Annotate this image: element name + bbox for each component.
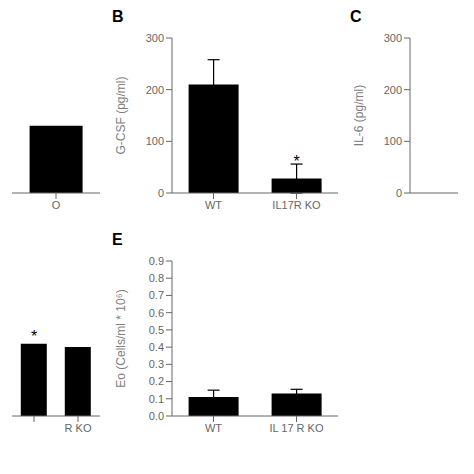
svg-text:200: 200 <box>146 84 164 96</box>
svg-text:0.7: 0.7 <box>149 289 164 301</box>
svg-text:0.0: 0.0 <box>149 410 164 422</box>
svg-text:G-CSF (pg/ml): G-CSF (pg/ml) <box>114 76 128 154</box>
svg-text:0.1: 0.1 <box>149 393 164 405</box>
svg-text:300: 300 <box>146 32 164 44</box>
svg-text:*: * <box>31 328 37 345</box>
svg-text:0.4: 0.4 <box>149 341 164 353</box>
svg-text:0.8: 0.8 <box>149 272 164 284</box>
svg-text:0.5: 0.5 <box>149 324 164 336</box>
svg-text:IL 17 R KO: IL 17 R KO <box>269 422 323 434</box>
svg-text:200: 200 <box>384 84 402 96</box>
svg-text:IL-6 (pg/ml): IL-6 (pg/ml) <box>352 85 366 146</box>
html-text:B: B <box>112 8 124 25</box>
svg-text:0: 0 <box>396 187 402 199</box>
svg-text:O: O <box>52 199 61 211</box>
svg-text:IL17R KO: IL17R KO <box>272 199 321 211</box>
svg-text:0.3: 0.3 <box>149 358 164 370</box>
svg-text:0.2: 0.2 <box>149 375 164 387</box>
svg-text:WT: WT <box>205 199 222 211</box>
svg-text:0.6: 0.6 <box>149 307 164 319</box>
svg-text:100: 100 <box>384 135 402 147</box>
svg-text:300: 300 <box>384 32 402 44</box>
svg-text:0.9: 0.9 <box>149 255 164 267</box>
html-text:E: E <box>112 231 123 248</box>
svg-text:Eo (Cells/ml * 10⁶): Eo (Cells/ml * 10⁶) <box>114 289 128 387</box>
svg-text:WT: WT <box>205 422 222 434</box>
svg-text:*: * <box>293 153 299 170</box>
svg-text:100: 100 <box>146 135 164 147</box>
svg-text:0: 0 <box>158 187 164 199</box>
html-text:C: C <box>350 8 362 25</box>
svg-text:R KO: R KO <box>65 422 92 434</box>
